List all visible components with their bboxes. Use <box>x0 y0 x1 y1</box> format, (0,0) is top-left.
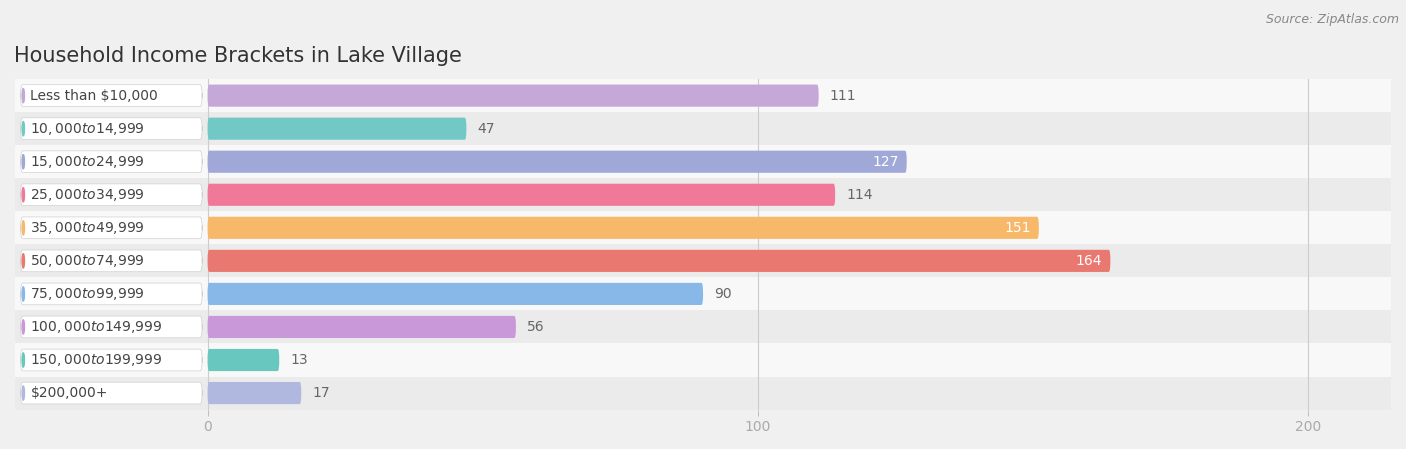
Text: $200,000+: $200,000+ <box>31 386 108 400</box>
Circle shape <box>22 188 24 202</box>
FancyBboxPatch shape <box>21 151 202 172</box>
Text: 17: 17 <box>312 386 330 400</box>
FancyBboxPatch shape <box>208 151 907 173</box>
Text: $35,000 to $49,999: $35,000 to $49,999 <box>31 220 145 236</box>
Text: 111: 111 <box>830 88 856 103</box>
Circle shape <box>22 287 24 301</box>
Text: $15,000 to $24,999: $15,000 to $24,999 <box>31 154 145 170</box>
FancyBboxPatch shape <box>21 250 202 272</box>
FancyBboxPatch shape <box>15 343 1391 377</box>
FancyBboxPatch shape <box>21 184 202 206</box>
FancyBboxPatch shape <box>21 217 202 239</box>
Text: 151: 151 <box>1004 221 1031 235</box>
Text: $100,000 to $149,999: $100,000 to $149,999 <box>31 319 163 335</box>
FancyBboxPatch shape <box>21 349 202 371</box>
Text: $75,000 to $99,999: $75,000 to $99,999 <box>31 286 145 302</box>
Text: 90: 90 <box>714 287 731 301</box>
FancyBboxPatch shape <box>21 118 202 140</box>
FancyBboxPatch shape <box>15 112 1391 145</box>
FancyBboxPatch shape <box>21 382 202 404</box>
FancyBboxPatch shape <box>208 250 1111 272</box>
FancyBboxPatch shape <box>21 316 202 338</box>
FancyBboxPatch shape <box>208 349 280 371</box>
Text: Less than $10,000: Less than $10,000 <box>31 88 157 103</box>
Text: 127: 127 <box>872 155 898 169</box>
Circle shape <box>22 122 24 136</box>
FancyBboxPatch shape <box>15 244 1391 277</box>
Text: $10,000 to $14,999: $10,000 to $14,999 <box>31 121 145 136</box>
FancyBboxPatch shape <box>21 283 202 305</box>
Text: Household Income Brackets in Lake Village: Household Income Brackets in Lake Villag… <box>14 46 461 66</box>
Text: $50,000 to $74,999: $50,000 to $74,999 <box>31 253 145 269</box>
FancyBboxPatch shape <box>208 283 703 305</box>
FancyBboxPatch shape <box>15 79 1391 112</box>
Text: Source: ZipAtlas.com: Source: ZipAtlas.com <box>1265 13 1399 26</box>
FancyBboxPatch shape <box>15 211 1391 244</box>
FancyBboxPatch shape <box>15 145 1391 178</box>
FancyBboxPatch shape <box>208 382 301 404</box>
Text: 114: 114 <box>846 188 873 202</box>
Circle shape <box>22 386 24 400</box>
FancyBboxPatch shape <box>15 178 1391 211</box>
Text: 13: 13 <box>290 353 308 367</box>
Text: 164: 164 <box>1076 254 1102 268</box>
FancyBboxPatch shape <box>208 184 835 206</box>
FancyBboxPatch shape <box>15 377 1391 409</box>
FancyBboxPatch shape <box>21 85 202 106</box>
Circle shape <box>22 154 24 169</box>
Circle shape <box>22 320 24 334</box>
FancyBboxPatch shape <box>15 310 1391 343</box>
Text: 47: 47 <box>477 122 495 136</box>
Circle shape <box>22 220 24 235</box>
FancyBboxPatch shape <box>208 217 1039 239</box>
Circle shape <box>22 353 24 367</box>
Text: $150,000 to $199,999: $150,000 to $199,999 <box>31 352 163 368</box>
Text: 56: 56 <box>527 320 544 334</box>
FancyBboxPatch shape <box>208 316 516 338</box>
FancyBboxPatch shape <box>15 277 1391 310</box>
FancyBboxPatch shape <box>208 118 467 140</box>
Circle shape <box>22 254 24 268</box>
Circle shape <box>22 88 24 103</box>
FancyBboxPatch shape <box>208 84 818 107</box>
Text: $25,000 to $34,999: $25,000 to $34,999 <box>31 187 145 203</box>
